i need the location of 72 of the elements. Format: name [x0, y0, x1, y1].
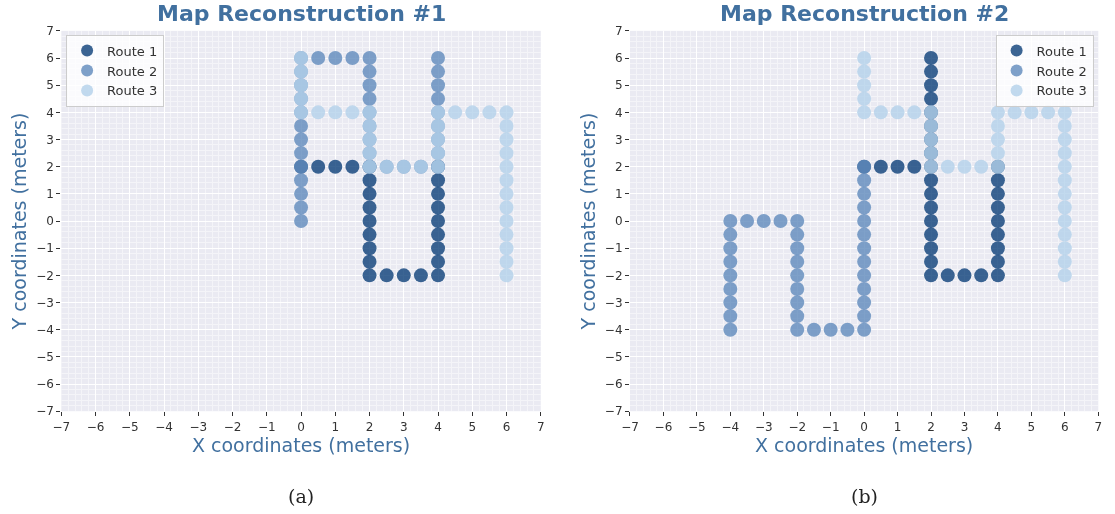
x-tick-label: 5 [468, 419, 477, 434]
x-tick-label: 2 [365, 419, 374, 434]
x-tick-label: 0 [297, 419, 305, 434]
chart-title: Map Reconstruction #1 [157, 1, 447, 26]
legend-label: Route 3 [1036, 83, 1087, 99]
x-tick-label: 7 [536, 419, 545, 434]
y-tick-label: 5 [46, 78, 54, 93]
x-tick-label: 4 [434, 419, 442, 434]
y-tick-label: 6 [614, 51, 623, 66]
y-tick-label: 1 [46, 187, 54, 202]
x-tick-label: −6 [86, 419, 105, 434]
text: (b) [851, 485, 878, 507]
y-tick-label: 0 [614, 214, 623, 229]
y-tick-label: 6 [46, 51, 54, 66]
x-tick-label: −2 [223, 419, 242, 434]
x-tick-label: 3 [399, 419, 408, 434]
y-tick-label: −4 [604, 322, 623, 337]
y-tick-label: −7 [36, 404, 54, 419]
y-tick-label: 3 [46, 132, 54, 147]
y-tick-label: 2 [614, 159, 623, 174]
x-tick-label: −2 [788, 419, 807, 434]
y-axis-title: Y coordinates (meters) [8, 112, 31, 331]
y-tick-label: 1 [614, 187, 623, 202]
y-tick-label: −2 [604, 268, 623, 283]
x-tick-label: 2 [927, 419, 935, 434]
x-tick-label: −1 [821, 419, 840, 434]
y-tick-label: −6 [604, 377, 623, 392]
x-tick-label: 6 [502, 419, 511, 434]
legend-label: Route 2 [1036, 63, 1087, 79]
x-axis-title: X coordinates (meters) [191, 433, 411, 456]
x-tick-label: −5 [120, 419, 139, 434]
y-tick-label: 4 [614, 105, 623, 120]
x-axis-title: X coordinates (meters) [755, 433, 974, 456]
x-tick-label: 5 [1027, 419, 1036, 434]
y-tick-label: −3 [604, 295, 623, 310]
text: (a) [288, 485, 315, 507]
x-tick-label: 7 [1094, 419, 1103, 434]
y-tick-label: −2 [36, 268, 54, 283]
y-tick-label: −4 [36, 322, 54, 337]
x-tick-label: 1 [331, 419, 340, 434]
x-tick-label: 4 [994, 419, 1002, 434]
legend-label: Route 3 [107, 83, 158, 99]
y-tick-label: −5 [604, 350, 623, 365]
x-tick-label: 0 [860, 419, 868, 434]
x-tick-label: −5 [688, 419, 706, 434]
legend-label: Route 1 [1036, 43, 1087, 59]
y-tick-label: 2 [46, 159, 54, 174]
y-tick-label: 0 [46, 214, 54, 229]
y-tick-label: 5 [614, 78, 623, 93]
x-tick-label: 6 [1061, 419, 1069, 434]
x-tick-label: 1 [893, 419, 902, 434]
x-tick-label: −6 [654, 419, 673, 434]
chart-title: Map Reconstruction #2 [720, 1, 1010, 26]
y-tick-label: −7 [604, 404, 623, 419]
y-tick-label: −5 [36, 350, 54, 365]
y-tick-label: −1 [604, 241, 623, 256]
y-tick-label: 3 [614, 132, 623, 147]
y-tick-label: 7 [614, 24, 623, 39]
x-tick-label: −3 [189, 419, 208, 434]
y-tick-label: 7 [46, 24, 54, 39]
legend-label: Route 1 [107, 43, 158, 59]
x-tick-label: 3 [960, 419, 969, 434]
y-axis-title: Y coordinates (meters) [576, 112, 599, 331]
x-tick-label: −3 [754, 419, 773, 434]
y-tick-label: −1 [36, 241, 54, 256]
x-tick-label: −4 [155, 419, 173, 434]
legend-label: Route 2 [107, 63, 158, 79]
x-tick-label: −4 [721, 419, 740, 434]
y-tick-label: 4 [46, 105, 54, 120]
y-tick-label: −6 [36, 377, 54, 392]
x-tick-label: −1 [257, 419, 276, 434]
y-tick-label: −3 [36, 295, 54, 310]
